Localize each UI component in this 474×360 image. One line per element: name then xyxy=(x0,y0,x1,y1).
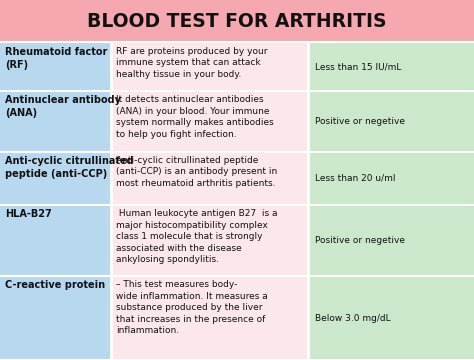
Bar xyxy=(0,276,111,360)
Text: C-reactive protein: C-reactive protein xyxy=(5,280,105,291)
Text: Less than 15 IU/mL: Less than 15 IU/mL xyxy=(315,62,401,71)
Text: It detects antinuclear antibodies
(ANA) in your blood. Your immune
system normal: It detects antinuclear antibodies (ANA) … xyxy=(116,95,274,139)
Bar xyxy=(308,42,474,91)
Bar xyxy=(0,205,111,276)
Bar xyxy=(308,276,474,360)
Bar xyxy=(111,152,308,205)
Bar xyxy=(0,91,111,152)
Text: Human leukocyte antigen B27  is a
major histocompatibility complex
class 1 molec: Human leukocyte antigen B27 is a major h… xyxy=(116,209,278,264)
Bar xyxy=(0,152,111,205)
Text: Anti-cyclic citrullinated peptide
(anti-CCP) is an antibody present in
most rheu: Anti-cyclic citrullinated peptide (anti-… xyxy=(116,156,277,188)
Text: Below 3.0 mg/dL: Below 3.0 mg/dL xyxy=(315,314,391,323)
Bar xyxy=(111,91,308,152)
Text: Positive or negetive: Positive or negetive xyxy=(315,117,405,126)
Bar xyxy=(111,42,308,91)
Bar xyxy=(0,42,111,91)
Bar xyxy=(308,205,474,276)
Text: Rheumatoid factor
(RF): Rheumatoid factor (RF) xyxy=(5,47,107,69)
Bar xyxy=(0,0,474,42)
Bar xyxy=(308,91,474,152)
Bar xyxy=(111,205,308,276)
Text: – This test measures body-
wide inflammation. It measures a
substance produced b: – This test measures body- wide inflamma… xyxy=(116,280,268,335)
Bar xyxy=(308,152,474,205)
Text: Positive or negetive: Positive or negetive xyxy=(315,236,405,245)
Text: Anti-cyclic citrullinated
peptide (anti-CCP): Anti-cyclic citrullinated peptide (anti-… xyxy=(5,156,133,179)
Text: Less than 20 u/ml: Less than 20 u/ml xyxy=(315,174,396,183)
Text: BLOOD TEST FOR ARTHRITIS: BLOOD TEST FOR ARTHRITIS xyxy=(87,12,387,31)
Text: Antinuclear antibody
(ANA): Antinuclear antibody (ANA) xyxy=(5,95,121,118)
Text: RF are proteins produced by your
immune system that can attack
healthy tissue in: RF are proteins produced by your immune … xyxy=(116,47,268,79)
Bar xyxy=(111,276,308,360)
Text: HLA-B27: HLA-B27 xyxy=(5,209,52,219)
